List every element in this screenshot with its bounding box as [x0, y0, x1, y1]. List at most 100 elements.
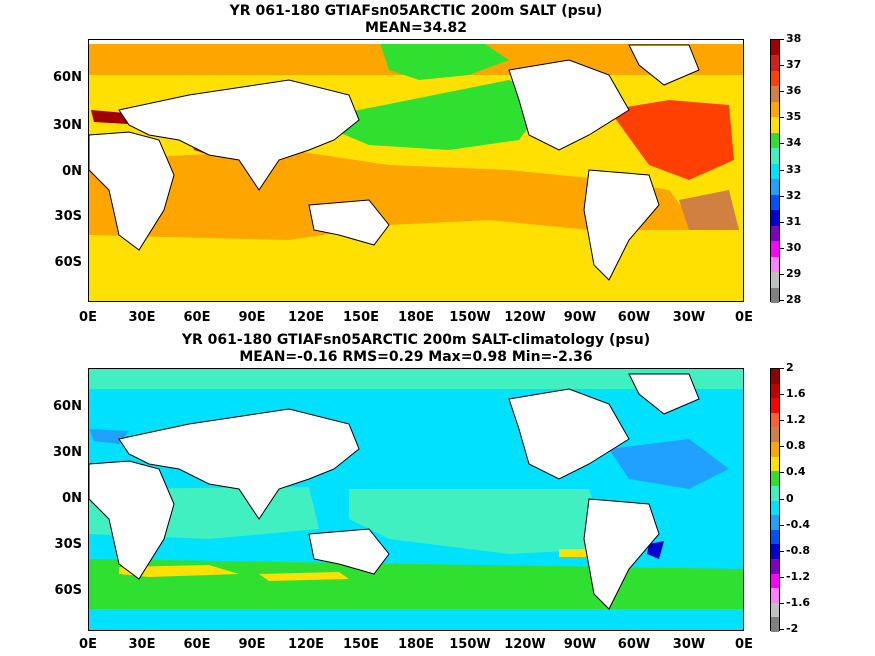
- colorbar-segment: [771, 272, 779, 289]
- lon-label: 150E: [342, 310, 380, 325]
- lon-label: 120E: [287, 637, 325, 652]
- lat-label: 30S: [54, 209, 82, 224]
- colorbar-label: 37: [786, 58, 802, 72]
- lat-label: 30N: [53, 118, 82, 133]
- panel2-stats: MEAN=-0.16 RMS=0.29 Max=0.98 Min=-2.36: [239, 349, 593, 365]
- colorbar-label: 34: [786, 136, 802, 150]
- colorbar-segment: [771, 456, 779, 472]
- colorbar-tick: [780, 576, 784, 578]
- panel1-mean: MEAN=34.82: [364, 20, 468, 36]
- colorbar-tick: [780, 446, 784, 448]
- colorbar-segment: [771, 573, 779, 589]
- colorbar-label: 0.4: [786, 465, 806, 479]
- colorbar-segment: [771, 558, 779, 575]
- colorbar-tick: [780, 420, 784, 422]
- colorbar-segment: [771, 86, 779, 103]
- colorbar-label: 31: [786, 214, 802, 228]
- lon-label: 180E: [397, 637, 435, 652]
- colorbar-segment: [771, 383, 779, 399]
- lon-label: 60E: [183, 310, 211, 325]
- colorbar-segment: [771, 70, 779, 87]
- colorbar-tick: [780, 169, 784, 171]
- lon-label: 120W: [504, 310, 546, 325]
- colorbar-segment: [771, 544, 779, 560]
- colorbar-tick: [780, 117, 784, 119]
- lon-label: 180E: [397, 310, 435, 325]
- colorbar-segment: [771, 179, 779, 196]
- colorbar-segment: [771, 588, 779, 604]
- lon-label: 0E: [79, 637, 97, 652]
- colorbar-segment: [771, 602, 779, 618]
- colorbar-segment: [771, 210, 779, 227]
- colorbar-label: -0.4: [786, 517, 811, 531]
- colorbar-segment: [771, 256, 779, 273]
- panel2-title: YR 061-180 GTIAFsn05ARCTIC 200m SALT-cli…: [181, 332, 651, 348]
- lat-label: 0N: [62, 164, 82, 179]
- colorbar-tick: [780, 368, 784, 369]
- colorbar-tick: [780, 65, 784, 67]
- colorbar-label: 0.8: [786, 439, 806, 453]
- colorbar-label: 28: [786, 293, 802, 306]
- lon-label: 120W: [504, 637, 546, 652]
- colorbar-label: -1.6: [786, 595, 811, 609]
- colorbar-tick: [780, 273, 784, 275]
- colorbar-tick: [780, 300, 784, 301]
- lon-label: 90E: [238, 637, 266, 652]
- lon-label: 0E: [735, 637, 753, 652]
- lon-label: 0E: [79, 310, 97, 325]
- lon-label: 60W: [617, 310, 651, 325]
- colorbar-label: 38: [786, 32, 802, 45]
- colorbar-segment: [771, 117, 779, 134]
- lat-label: 30S: [54, 537, 82, 552]
- colorbar-tick: [780, 143, 784, 145]
- colorbar-segment: [771, 101, 779, 118]
- lon-label: 0E: [735, 310, 753, 325]
- colorbar-tick: [780, 602, 784, 604]
- colorbar-tick: [780, 39, 784, 40]
- colorbar-salinity: [770, 39, 780, 304]
- lon-label: 150W: [449, 637, 491, 652]
- colorbar-segment: [771, 500, 779, 516]
- colorbar-tick: [780, 472, 784, 474]
- lon-label: 30W: [672, 637, 706, 652]
- colorbar-label: 1.6: [786, 387, 806, 401]
- colorbar-tick: [780, 550, 784, 552]
- colorbar-segment: [771, 471, 779, 487]
- colorbar-segment: [771, 529, 779, 545]
- colorbar-segment: [771, 225, 779, 242]
- lat-label: 60N: [53, 70, 82, 85]
- lon-label: 60E: [183, 637, 211, 652]
- colorbar-label: 29: [786, 266, 802, 280]
- colorbar-segment: [771, 617, 779, 633]
- colorbar-segment: [771, 427, 779, 443]
- colorbar-segment: [771, 148, 779, 165]
- lat-label: 30N: [53, 445, 82, 460]
- colorbar-label: 0: [786, 491, 794, 505]
- colorbar-label: 32: [786, 188, 802, 202]
- colorbar-label: 33: [786, 162, 802, 176]
- colorbar-label: 35: [786, 110, 802, 124]
- lon-label: 60W: [617, 637, 651, 652]
- colorbar-segment: [771, 194, 779, 211]
- lon-label: 150W: [449, 310, 491, 325]
- colorbar-tick: [780, 394, 784, 396]
- map-salinity: [88, 39, 744, 302]
- lat-label: 60N: [53, 399, 82, 414]
- colorbar-segment: [771, 442, 779, 458]
- colorbar-label: 30: [786, 240, 802, 254]
- colorbar-segment: [771, 287, 779, 304]
- lat-label: 60S: [54, 255, 82, 270]
- colorbar-segment: [771, 55, 779, 72]
- lat-label: 0N: [62, 491, 82, 506]
- map-anomaly-plot: [89, 369, 743, 630]
- colorbar-label: 2: [786, 361, 794, 374]
- lat-label: 60S: [54, 583, 82, 598]
- colorbar-segment: [771, 485, 779, 501]
- colorbar-label: -2: [786, 622, 799, 635]
- lon-label: 90W: [563, 310, 597, 325]
- map-salinity-anomaly: [88, 368, 744, 631]
- panel1-title: YR 061-180 GTIAFsn05ARCTIC 200m SALT (ps…: [229, 3, 603, 19]
- colorbar-tick: [780, 524, 784, 526]
- colorbar-tick: [780, 195, 784, 197]
- colorbar-label: 1.2: [786, 413, 806, 427]
